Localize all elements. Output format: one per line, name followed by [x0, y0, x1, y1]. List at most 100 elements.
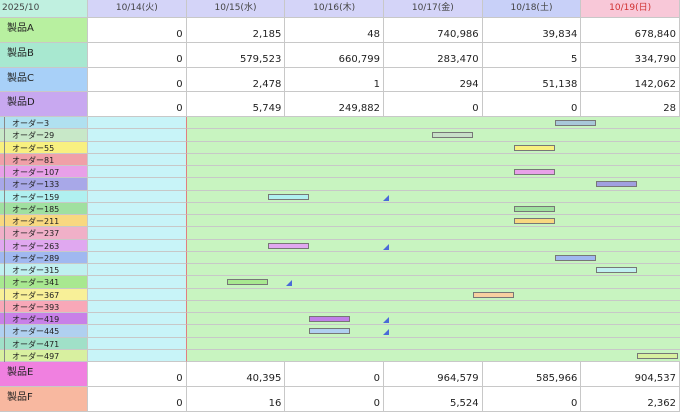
product-value: 40,395	[186, 362, 286, 387]
order-cell	[186, 251, 680, 264]
order-label: オーダー133	[0, 178, 88, 191]
product-value: 740,986	[384, 18, 483, 43]
order-label: オーダー497	[0, 349, 88, 362]
order-label: オーダー367	[0, 288, 88, 301]
order-cell	[186, 288, 680, 301]
product-value: 334,790	[581, 42, 680, 68]
overflow-marker	[286, 280, 292, 287]
product-value: 39,834	[482, 18, 582, 43]
product-name: 製品E	[0, 362, 88, 387]
order-cell	[186, 300, 680, 313]
date-header: 10/14(火)	[88, 0, 187, 18]
product-value: 2,478	[186, 67, 286, 93]
date-header: 10/15(水)	[186, 0, 286, 18]
product-value: 0	[88, 67, 187, 93]
order-label: オーダー341	[0, 276, 88, 289]
product-value: 283,470	[384, 42, 483, 68]
order-cell	[186, 227, 680, 240]
product-value: 294	[384, 67, 483, 93]
order-label: オーダー445	[0, 325, 88, 338]
product-value: 51,138	[482, 67, 582, 93]
order-bar	[268, 242, 309, 249]
order-bar	[596, 181, 637, 188]
order-label: オーダー159	[0, 190, 88, 203]
order-bar	[268, 193, 309, 200]
order-label: オーダー263	[0, 239, 88, 252]
product-value: 0	[384, 92, 483, 117]
product-value: 249,882	[285, 92, 384, 117]
product-value: 0	[482, 387, 582, 412]
order-cell	[88, 153, 187, 166]
order-label: オーダー419	[0, 313, 88, 326]
order-cell	[186, 153, 680, 166]
overflow-marker	[383, 317, 389, 323]
order-bar	[309, 328, 350, 335]
order-bar	[514, 218, 555, 224]
product-value: 0	[482, 92, 582, 117]
order-label: オーダー393	[0, 300, 88, 313]
product-value: 0	[88, 362, 187, 387]
product-value: 5,749	[186, 92, 286, 117]
product-value: 904,537	[581, 362, 680, 387]
order-cell	[186, 117, 680, 130]
date-header: 10/16(木)	[285, 0, 384, 18]
order-label: オーダー107	[0, 166, 88, 179]
order-bar	[514, 144, 555, 151]
order-cell	[88, 325, 187, 338]
order-cell	[186, 239, 680, 252]
order-cell	[186, 349, 680, 362]
order-bar	[555, 120, 596, 126]
order-cell	[186, 215, 680, 228]
order-bar	[432, 132, 473, 139]
order-cell	[88, 202, 187, 215]
product-value: 48	[285, 18, 384, 43]
product-name: 製品F	[0, 387, 88, 412]
order-cell	[186, 166, 680, 179]
order-cell	[186, 276, 680, 289]
product-value: 28	[581, 92, 680, 117]
order-label: オーダー315	[0, 264, 88, 277]
product-value: 0	[88, 92, 187, 117]
order-cell	[88, 288, 187, 301]
order-label: オーダー237	[0, 227, 88, 240]
order-cell	[186, 190, 680, 203]
product-value: 2,185	[186, 18, 286, 43]
product-value: 0	[88, 42, 187, 68]
product-name: 製品D	[0, 92, 88, 117]
order-bar	[473, 291, 514, 298]
order-label: オーダー211	[0, 215, 88, 228]
product-value: 579,523	[186, 42, 286, 68]
order-cell	[88, 166, 187, 179]
product-value: 0	[88, 18, 187, 43]
date-header: 10/19(日)	[581, 0, 680, 18]
product-name: 製品C	[0, 67, 88, 93]
order-cell	[88, 349, 187, 362]
order-cell	[186, 141, 680, 154]
product-value: 585,966	[482, 362, 582, 387]
order-bar	[227, 279, 268, 286]
order-label: オーダー471	[0, 337, 88, 350]
tree-line	[4, 117, 5, 362]
date-header: 10/17(金)	[384, 0, 483, 18]
product-value: 678,840	[581, 18, 680, 43]
product-value: 5,524	[384, 387, 483, 412]
product-value: 5	[482, 42, 582, 68]
order-label: オーダー55	[0, 141, 88, 154]
overflow-marker	[383, 194, 389, 201]
product-value: 2,362	[581, 387, 680, 412]
order-bar	[309, 316, 350, 322]
order-cell	[88, 313, 187, 326]
order-bar	[514, 169, 555, 175]
order-cell	[186, 337, 680, 350]
order-cell	[88, 337, 187, 350]
date-header: 10/18(土)	[482, 0, 582, 18]
product-value: 16	[186, 387, 286, 412]
order-cell	[88, 129, 187, 142]
order-cell	[88, 178, 187, 191]
product-value: 142,062	[581, 67, 680, 93]
product-value: 0	[88, 387, 187, 412]
order-label: オーダー29	[0, 129, 88, 142]
overflow-marker	[383, 329, 389, 336]
order-bar	[596, 267, 637, 273]
